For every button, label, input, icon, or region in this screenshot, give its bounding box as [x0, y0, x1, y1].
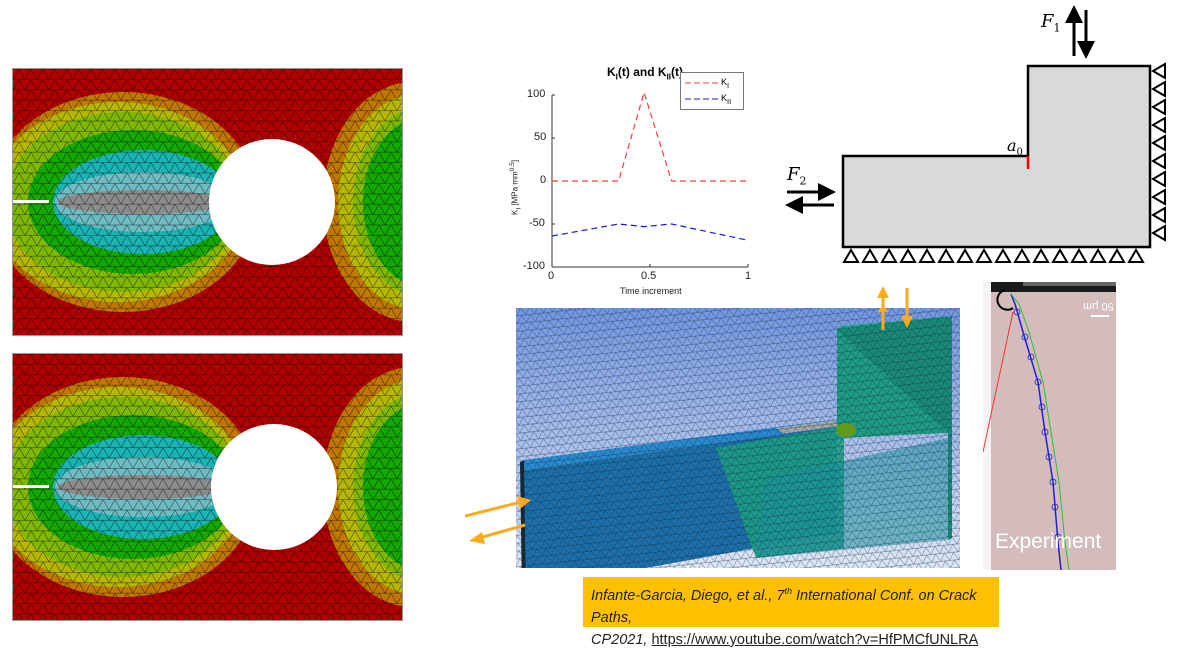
green-crack-path — [1010, 293, 1070, 570]
y-tick: 0 — [540, 174, 547, 186]
experiment-label: Experiment — [995, 530, 1102, 553]
y-tick: 50 — [534, 131, 547, 143]
f1-label: F1 — [1041, 11, 1061, 35]
citation-line-2: CP2021, https://www.youtube.com/watch?v=… — [591, 631, 979, 648]
citation-box: Infante-Garcia, Diego, et al., 7th Inter… — [583, 577, 999, 648]
fem-contour-top — [12, 68, 403, 336]
x-tick: 0.5 — [641, 270, 657, 282]
l-specimen-schematic: F1 F2 a0 — [775, 0, 1177, 270]
bottom-supports — [842, 248, 1145, 263]
chart-legend: KI KII — [680, 72, 744, 110]
fem-3d-model — [516, 308, 960, 568]
l-specimen-drawing — [785, 5, 1166, 263]
fem-contour-bottom-image — [13, 354, 402, 620]
right-arrow-icon — [465, 496, 531, 518]
citation-line-1: Infante-Garcia, Diego, et al., 7th Inter… — [591, 586, 977, 626]
experiment-micrograph: 50 μm Experiment — [983, 282, 1116, 570]
legend-item-k1: KI — [685, 77, 730, 90]
crack-label: a0 — [1007, 136, 1023, 159]
chart-plot-area — [551, 90, 749, 268]
legend-item-k2: KII — [685, 93, 732, 106]
right-supports — [1151, 62, 1166, 242]
y-tick: 100 — [527, 88, 546, 100]
series-k2-line — [551, 223, 749, 241]
down-arrow-icon — [901, 288, 913, 328]
blue-crack-path — [1010, 293, 1062, 570]
citation-link[interactable]: https://www.youtube.com/watch?v=HfPMCfUN… — [651, 631, 979, 648]
y-tick: -50 — [529, 217, 545, 229]
fem-contour-bottom — [12, 353, 403, 621]
chart-title: KI(t) and KII(t) — [606, 65, 684, 82]
load-arrows-3d — [465, 286, 913, 544]
experiment-image — [983, 282, 1116, 570]
y-tick: -100 — [523, 260, 546, 272]
x-tick: 1 — [745, 270, 752, 282]
series-k1-line — [552, 90, 748, 182]
x-axis-label: Time increment — [620, 286, 682, 296]
x-tick: 0 — [548, 270, 555, 282]
red-crack-path — [983, 311, 1014, 453]
y-axis-label: KI [MPa mm0.5] — [509, 159, 523, 215]
left-arrow-icon — [469, 523, 526, 544]
fem-contour-top-image — [13, 69, 402, 335]
stress-intensity-chart: KI(t) and KII(t) 100 50 0 -50 -100 0 0.5… — [505, 55, 770, 305]
f2-label: F2 — [787, 164, 807, 188]
up-arrow-icon — [877, 286, 889, 328]
fem-3d-model-image — [516, 308, 960, 568]
scale-bar-label: 50 μm — [1083, 300, 1114, 312]
